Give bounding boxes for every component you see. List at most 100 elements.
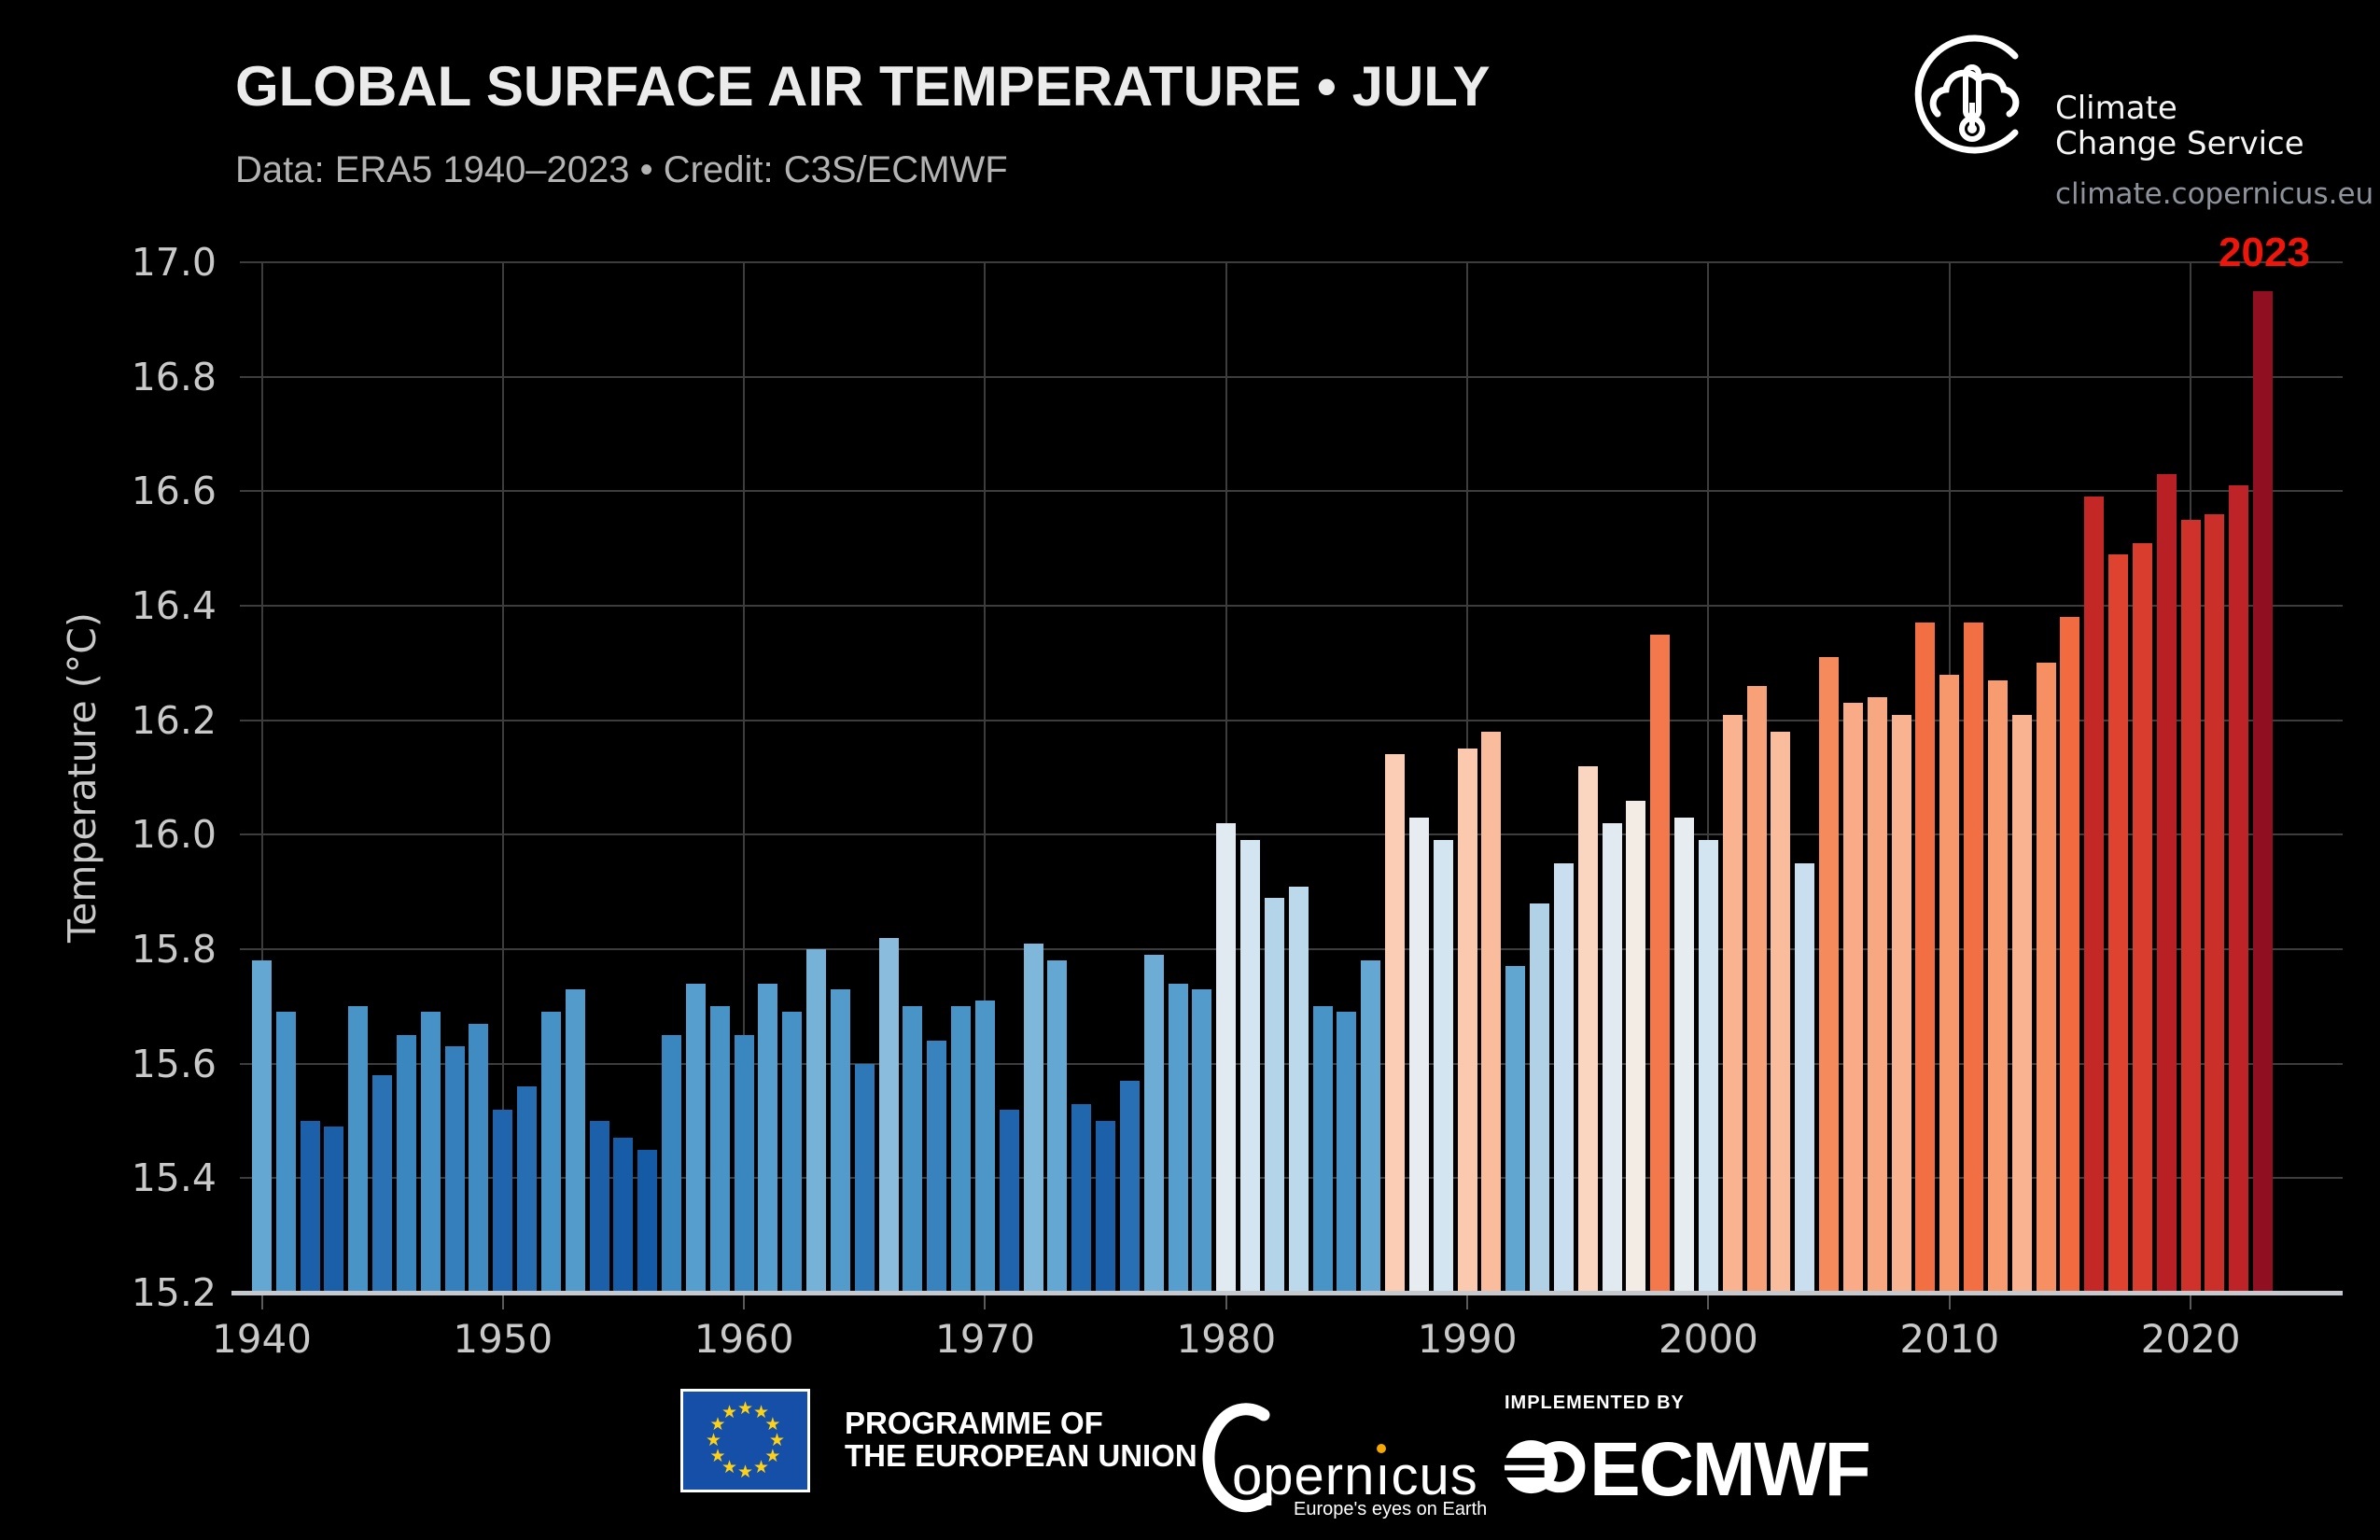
bar-1992 (1505, 966, 1526, 1293)
eu-star-icon: ★ (764, 1413, 781, 1435)
x-gridline (743, 262, 746, 1293)
bar-1988 (1408, 817, 1429, 1293)
x-tick (1948, 1295, 1951, 1309)
bar-1959 (709, 1006, 730, 1293)
bar-1968 (927, 1041, 947, 1293)
x-tick-label: 2000 (1659, 1316, 1758, 1362)
x-tick (1225, 1295, 1227, 1309)
y-gridline (240, 833, 2343, 836)
bar-1977 (1143, 955, 1164, 1293)
eu-star-icon: ★ (736, 1461, 754, 1482)
x-gridline (1225, 262, 1227, 1293)
bar-1949 (469, 1023, 489, 1293)
bar-1940 (252, 960, 272, 1293)
bar-2020 (2180, 520, 2201, 1293)
bar-1987 (1385, 754, 1406, 1293)
bar-1980 (1216, 823, 1237, 1293)
eu-star-icon: ★ (752, 1402, 770, 1423)
bar-1965 (854, 1063, 875, 1293)
x-tick (743, 1295, 746, 1309)
bar-1941 (275, 1012, 296, 1293)
bar-1950 (493, 1109, 513, 1293)
bar-1990 (1457, 749, 1477, 1293)
bar-2010 (1939, 674, 1960, 1293)
bar-2005 (1819, 657, 1840, 1293)
bar-1956 (637, 1149, 658, 1293)
bar-1962 (782, 1012, 803, 1293)
bar-1947 (420, 1012, 441, 1293)
c3s-logo-icon (1902, 24, 2042, 164)
eu-star-icon: ★ (709, 1445, 726, 1466)
bar-1974 (1071, 1103, 1092, 1293)
page-title: GLOBAL SURFACE AIR TEMPERATURE • JULY (235, 55, 1491, 118)
bar-2007 (1867, 697, 1887, 1293)
bar-2023 (2253, 290, 2274, 1293)
bar-1942 (300, 1121, 320, 1293)
y-gridline (240, 719, 2343, 721)
y-gridline (240, 490, 2343, 493)
bar-1945 (372, 1074, 393, 1293)
copernicus-i-stem: ı (1375, 1446, 1392, 1506)
bar-1986 (1361, 960, 1381, 1293)
x-tick-label: 1990 (1417, 1316, 1518, 1362)
y-tick-label: 16.0 (131, 812, 217, 858)
bar-1993 (1530, 903, 1550, 1293)
eu-flag: ★ ★ ★ ★ ★ ★ ★ ★ ★ ★ ★ ★ (680, 1389, 810, 1492)
bar-1991 (1481, 731, 1502, 1293)
bar-1948 (444, 1046, 465, 1293)
bar-2022 (2229, 485, 2249, 1293)
y-tick-label: 15.8 (131, 927, 217, 972)
implemented-by-label: IMPLEMENTED BY (1505, 1393, 1685, 1413)
x-tick-label: 1970 (935, 1316, 1035, 1362)
copernicus-i: ı (1375, 1444, 1392, 1506)
bar-2000 (1698, 840, 1718, 1293)
c3s-name-line2: Change Service (2055, 125, 2304, 162)
bar-2004 (1795, 863, 1815, 1293)
bar-1979 (1192, 988, 1212, 1293)
y-gridline (240, 375, 2343, 378)
ecmwf-wordmark: ECMWF (1589, 1427, 1871, 1512)
bar-2001 (1722, 714, 1743, 1293)
ecmwf-logo-icon (1503, 1424, 1591, 1513)
x-tick (1707, 1295, 1710, 1309)
bar-2003 (1771, 731, 1791, 1293)
bar-2021 (2205, 513, 2225, 1293)
bar-1971 (999, 1109, 1019, 1293)
c3s-name-line1: Climate (2055, 90, 2177, 127)
y-axis-title: Temperature (°C) (60, 612, 105, 943)
bar-1995 (1577, 765, 1598, 1293)
y-tick-label: 16.2 (131, 697, 217, 743)
x-tick-label: 1980 (1176, 1316, 1277, 1362)
bar-1944 (348, 1006, 369, 1293)
x-tick (984, 1295, 987, 1309)
bar-2014 (2036, 663, 2056, 1293)
bar-1967 (903, 1006, 923, 1293)
eu-star-icon: ★ (736, 1397, 754, 1419)
y-tick-label: 15.2 (131, 1270, 217, 1315)
bar-1943 (324, 1127, 344, 1293)
eu-star-icon: ★ (752, 1456, 770, 1477)
bar-1958 (685, 983, 706, 1293)
bar-1955 (613, 1138, 634, 1293)
eu-star-icon: ★ (768, 1429, 786, 1450)
annotation-2023: 2023 (2219, 230, 2310, 275)
bar-2017 (2108, 553, 2129, 1293)
x-tick (1466, 1295, 1469, 1309)
bar-1964 (830, 988, 850, 1293)
y-tick-label: 16.6 (131, 469, 217, 514)
y-tick-label: 15.4 (131, 1155, 217, 1201)
x-axis-line (231, 1291, 2343, 1295)
bar-1973 (1047, 960, 1068, 1293)
copernicus-word-part: opern (1232, 1446, 1376, 1506)
eu-programme-line2: THE EUROPEAN UNION (845, 1438, 1197, 1473)
x-tick-label: 1960 (693, 1316, 794, 1362)
x-tick-label: 2020 (2140, 1316, 2241, 1362)
bar-1969 (951, 1006, 972, 1293)
bar-1989 (1433, 840, 1453, 1293)
bar-1984 (1312, 1006, 1333, 1293)
bar-2008 (1891, 714, 1911, 1293)
bar-2016 (2084, 497, 2105, 1293)
bar-1994 (1553, 863, 1574, 1293)
bar-1963 (806, 949, 827, 1293)
bar-1998 (1650, 634, 1671, 1293)
